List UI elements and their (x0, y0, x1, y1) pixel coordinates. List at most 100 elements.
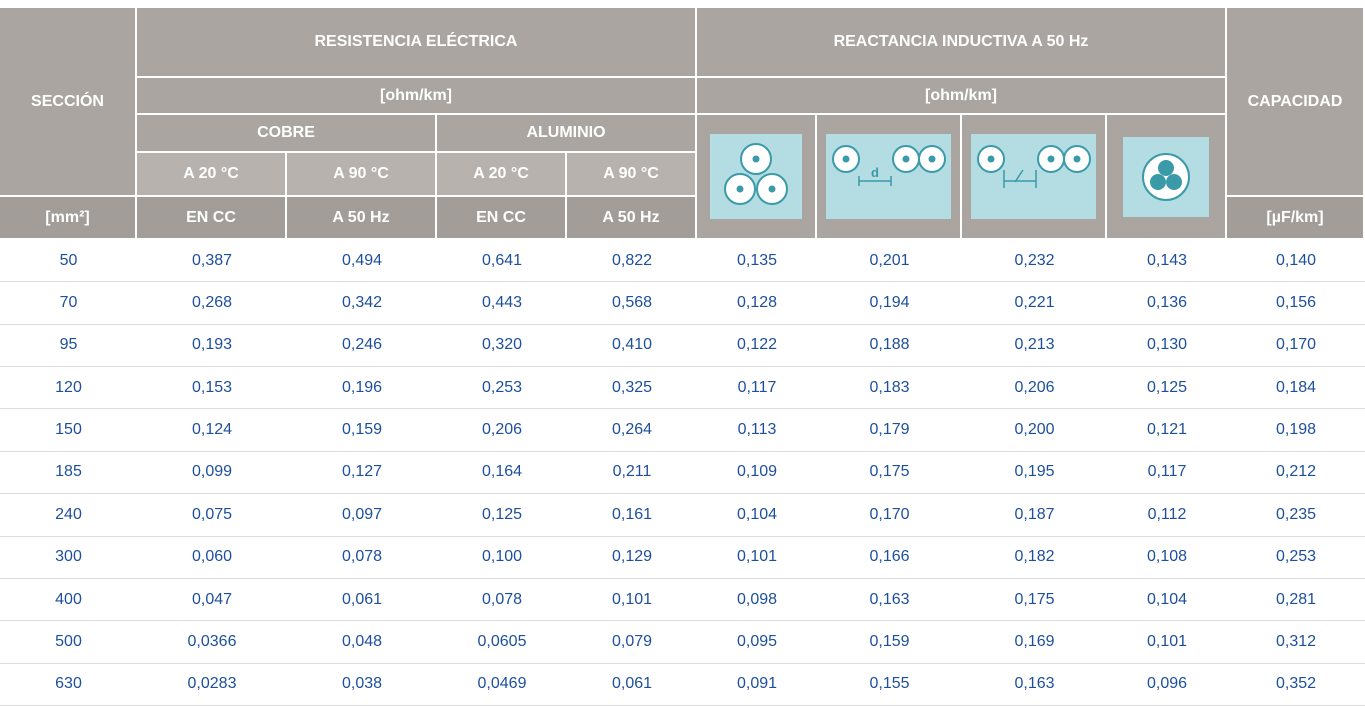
data-cell: 0,155 (817, 664, 962, 706)
header-cell: COBRE (137, 115, 437, 153)
data-cell: 0,125 (1107, 367, 1227, 410)
data-cell: 0,187 (962, 494, 1107, 537)
data-cell: 0,268 (137, 282, 287, 325)
header-cell: [ohm/km] (697, 78, 1227, 115)
cable-icon-cell (697, 115, 817, 240)
data-cell: 0,253 (437, 367, 567, 410)
data-cell: 0,078 (287, 537, 437, 579)
data-cell: 300 (0, 537, 137, 579)
header-cell: ALUMINIO (437, 115, 697, 153)
data-cell: 0,129 (567, 537, 697, 579)
svg-text:d: d (871, 165, 879, 180)
data-cell: 150 (0, 409, 137, 452)
cable-icon-cell: d (817, 115, 962, 240)
data-cell: 0,193 (137, 325, 287, 368)
data-cell: 70 (0, 282, 137, 325)
header-cell: EN CC (437, 197, 567, 240)
data-cell: 0,113 (697, 409, 817, 452)
data-cell: 0,443 (437, 282, 567, 325)
data-cell: 0,122 (697, 325, 817, 368)
data-cell: 0,136 (1107, 282, 1227, 325)
data-cell: 0,264 (567, 409, 697, 452)
cable-icon-cell (1107, 115, 1227, 240)
data-cell: 0,061 (567, 664, 697, 706)
data-cell: 50 (0, 240, 137, 283)
data-cell: 0,175 (962, 579, 1107, 622)
data-cell: 0,098 (697, 579, 817, 622)
header-cell: CAPACIDAD (1227, 8, 1365, 197)
data-cell: 0,091 (697, 664, 817, 706)
data-cell: 0,183 (817, 367, 962, 410)
data-cell: 0,163 (962, 664, 1107, 706)
header-cell: A 50 Hz (567, 197, 697, 240)
data-cell: 0,124 (137, 409, 287, 452)
data-cell: 0,0469 (437, 664, 567, 706)
data-cell: 0,253 (1227, 537, 1365, 579)
data-cell: 0,099 (137, 452, 287, 495)
data-cell: 0,221 (962, 282, 1107, 325)
header-cell: [µF/km] (1227, 197, 1365, 240)
header-cell: A 50 Hz (287, 197, 437, 240)
data-cell: 120 (0, 367, 137, 410)
cable-icon (1123, 136, 1209, 217)
data-cell: 0,175 (817, 452, 962, 495)
data-cell: 0,196 (287, 367, 437, 410)
data-cell: 95 (0, 325, 137, 368)
data-cell: 0,078 (437, 579, 567, 622)
header-cell: [ohm/km] (137, 78, 697, 115)
data-cell: 0,195 (962, 452, 1107, 495)
data-cell: 0,159 (817, 621, 962, 664)
data-cell: 0,342 (287, 282, 437, 325)
header-cell: SECCIÓN (0, 8, 137, 197)
data-cell: 0,159 (287, 409, 437, 452)
data-cell: 0,125 (437, 494, 567, 537)
cable-icon-cell (962, 115, 1107, 240)
data-cell: 0,211 (567, 452, 697, 495)
data-cell: 0,198 (1227, 409, 1365, 452)
data-cell: 0,153 (137, 367, 287, 410)
header-cell: A 90 °C (287, 153, 437, 197)
cable-icon (710, 134, 802, 219)
data-cell: 0,104 (697, 494, 817, 537)
header-cell: [mm²] (0, 197, 137, 240)
header-cell: A 20 °C (437, 153, 567, 197)
header-cell: EN CC (137, 197, 287, 240)
data-cell: 0,170 (817, 494, 962, 537)
data-cell: 0,201 (817, 240, 962, 283)
header-cell: A 20 °C (137, 153, 287, 197)
data-cell: 0,320 (437, 325, 567, 368)
data-cell: 0,182 (962, 537, 1107, 579)
data-cell: 0,075 (137, 494, 287, 537)
data-cell: 0,097 (287, 494, 437, 537)
data-cell: 0,206 (962, 367, 1107, 410)
data-cell: 0,128 (697, 282, 817, 325)
data-cell: 400 (0, 579, 137, 622)
data-cell: 0,822 (567, 240, 697, 283)
data-cell: 0,101 (697, 537, 817, 579)
data-cell: 0,047 (137, 579, 287, 622)
data-cell: 0,048 (287, 621, 437, 664)
data-cell: 0,494 (287, 240, 437, 283)
cable-icon: d (826, 134, 951, 219)
data-cell: 0,163 (817, 579, 962, 622)
data-cell: 0,140 (1227, 240, 1365, 283)
data-cell: 0,184 (1227, 367, 1365, 410)
data-cell: 0,101 (1107, 621, 1227, 664)
data-cell: 0,194 (817, 282, 962, 325)
data-cell: 0,164 (437, 452, 567, 495)
data-cell: 0,101 (567, 579, 697, 622)
cable-icon (971, 134, 1096, 219)
data-cell: 0,169 (962, 621, 1107, 664)
data-cell: 0,166 (817, 537, 962, 579)
data-cell: 240 (0, 494, 137, 537)
data-cell: 0,143 (1107, 240, 1227, 283)
data-cell: 0,312 (1227, 621, 1365, 664)
data-cell: 0,281 (1227, 579, 1365, 622)
data-cell: 0,568 (567, 282, 697, 325)
data-cell: 0,117 (697, 367, 817, 410)
data-cell: 0,112 (1107, 494, 1227, 537)
data-cell: 0,179 (817, 409, 962, 452)
data-cell: 0,641 (437, 240, 567, 283)
data-cell: 0,108 (1107, 537, 1227, 579)
